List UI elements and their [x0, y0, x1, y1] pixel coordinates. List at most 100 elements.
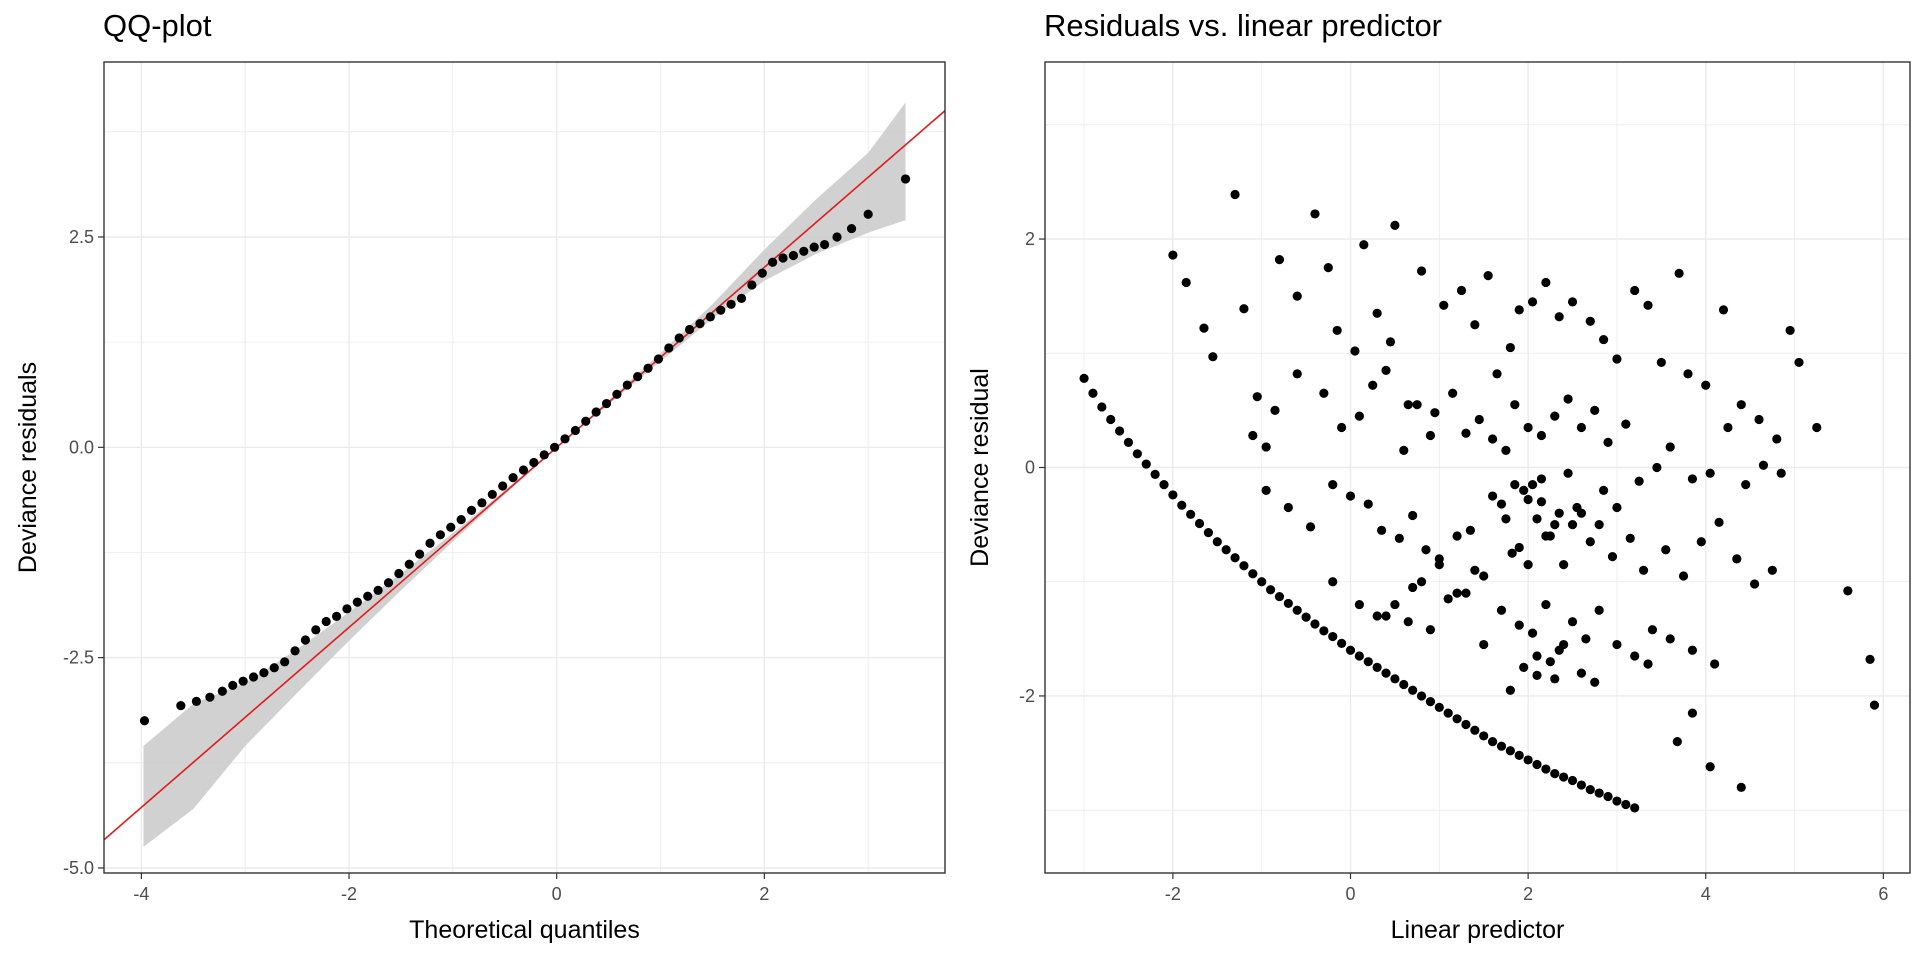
- data-point: [1416, 577, 1427, 587]
- panel-border: [103, 61, 946, 874]
- data-point: [456, 515, 466, 525]
- data-point: [1594, 605, 1604, 615]
- curve-point: [1603, 791, 1613, 802]
- data-point: [1647, 625, 1658, 635]
- data-point: [819, 239, 830, 250]
- data-point: [570, 425, 580, 436]
- data-point: [1465, 525, 1475, 535]
- data-point: [1319, 388, 1329, 398]
- data-point: [1665, 442, 1675, 452]
- data-point: [217, 686, 227, 696]
- data-point: [1354, 411, 1364, 421]
- data-point: [747, 280, 757, 290]
- data-point: [373, 585, 383, 595]
- data-point: [1585, 537, 1595, 547]
- data-point: [1305, 522, 1316, 532]
- data-point: [1701, 380, 1711, 390]
- data-point: [1612, 502, 1622, 513]
- data-point: [228, 680, 238, 690]
- curve-point: [1621, 799, 1631, 810]
- curve-point: [1452, 714, 1462, 724]
- data-point: [1496, 605, 1507, 615]
- data-point: [1421, 545, 1431, 555]
- data-point: [612, 389, 622, 399]
- data-point: [1634, 476, 1644, 486]
- curve-point: [1168, 490, 1178, 500]
- data-point: [363, 591, 373, 601]
- data-point: [788, 250, 799, 261]
- grid-lines: [1045, 62, 1910, 873]
- residuals-plot-title: Residuals vs. linear predictor: [1044, 8, 1443, 43]
- data-point: [1643, 300, 1653, 310]
- curve-point: [1221, 545, 1231, 555]
- data-point: [1292, 369, 1302, 379]
- curve-point: [1088, 388, 1098, 398]
- curve-point: [1541, 764, 1551, 774]
- data-point: [1443, 594, 1453, 604]
- x-tick-label: -2: [341, 884, 357, 904]
- data-point: [1492, 369, 1502, 379]
- data-point: [1696, 537, 1706, 547]
- data-point: [705, 312, 715, 322]
- data-point: [1394, 533, 1404, 543]
- curve-point: [1114, 426, 1125, 436]
- curve-point: [1372, 662, 1382, 672]
- data-point: [498, 481, 508, 491]
- data-point: [139, 716, 150, 726]
- data-point: [1337, 422, 1347, 433]
- curve-point: [1416, 691, 1427, 701]
- data-point: [238, 676, 248, 686]
- data-point: [477, 498, 487, 508]
- data-point: [1672, 737, 1682, 747]
- data-point: [1643, 659, 1653, 669]
- data-point: [1368, 380, 1378, 390]
- data-point: [176, 700, 186, 711]
- data-point: [1350, 346, 1360, 356]
- data-point: [321, 616, 331, 627]
- curve-point: [1345, 645, 1356, 655]
- data-point: [1559, 639, 1569, 650]
- data-point: [1359, 240, 1369, 250]
- data-point: [581, 416, 591, 426]
- data-point: [1523, 422, 1533, 433]
- residuals-panel: Residuals vs. linear predictor -2 0 2 4 6 -2 0…: [960, 0, 1920, 960]
- curve-point: [1194, 518, 1205, 529]
- data-point: [311, 625, 321, 635]
- data-point: [508, 472, 518, 483]
- curve-point: [1203, 528, 1214, 538]
- data-point: [1554, 312, 1564, 322]
- data-point: [1776, 468, 1786, 478]
- data-point: [1630, 285, 1640, 296]
- data-point: [1496, 499, 1507, 509]
- data-point: [1385, 337, 1396, 347]
- curve-point: [1292, 605, 1302, 615]
- data-point: [591, 407, 601, 417]
- data-point: [1332, 325, 1342, 336]
- data-point: [435, 530, 445, 540]
- data-point: [1248, 430, 1258, 441]
- data-point: [1390, 220, 1400, 230]
- data-point: [1674, 268, 1684, 278]
- plot-area: [1079, 189, 1880, 813]
- data-point: [1412, 400, 1422, 410]
- qq-plot-chart: -4 -2 0 2 -5.0 -2.5 0.0 2.5 Theoretical quantile…: [14, 61, 946, 944]
- data-point: [1501, 445, 1511, 455]
- data-point: [487, 489, 497, 500]
- data-point: [1541, 277, 1551, 288]
- data-point: [1501, 514, 1511, 524]
- data-point: [1181, 277, 1191, 288]
- data-point: [1541, 599, 1551, 610]
- data-point: [1714, 517, 1724, 527]
- data-point: [1687, 645, 1698, 655]
- data-point: [1758, 460, 1769, 470]
- curve-point: [1257, 577, 1267, 587]
- data-point: [643, 363, 653, 373]
- data-point: [1523, 559, 1533, 570]
- data-point: [248, 672, 259, 682]
- data-point: [633, 372, 643, 382]
- curve-point: [1150, 469, 1160, 479]
- data-point: [716, 305, 726, 315]
- data-point: [1425, 625, 1436, 635]
- data-point: [394, 568, 404, 579]
- curve-point: [1567, 775, 1578, 786]
